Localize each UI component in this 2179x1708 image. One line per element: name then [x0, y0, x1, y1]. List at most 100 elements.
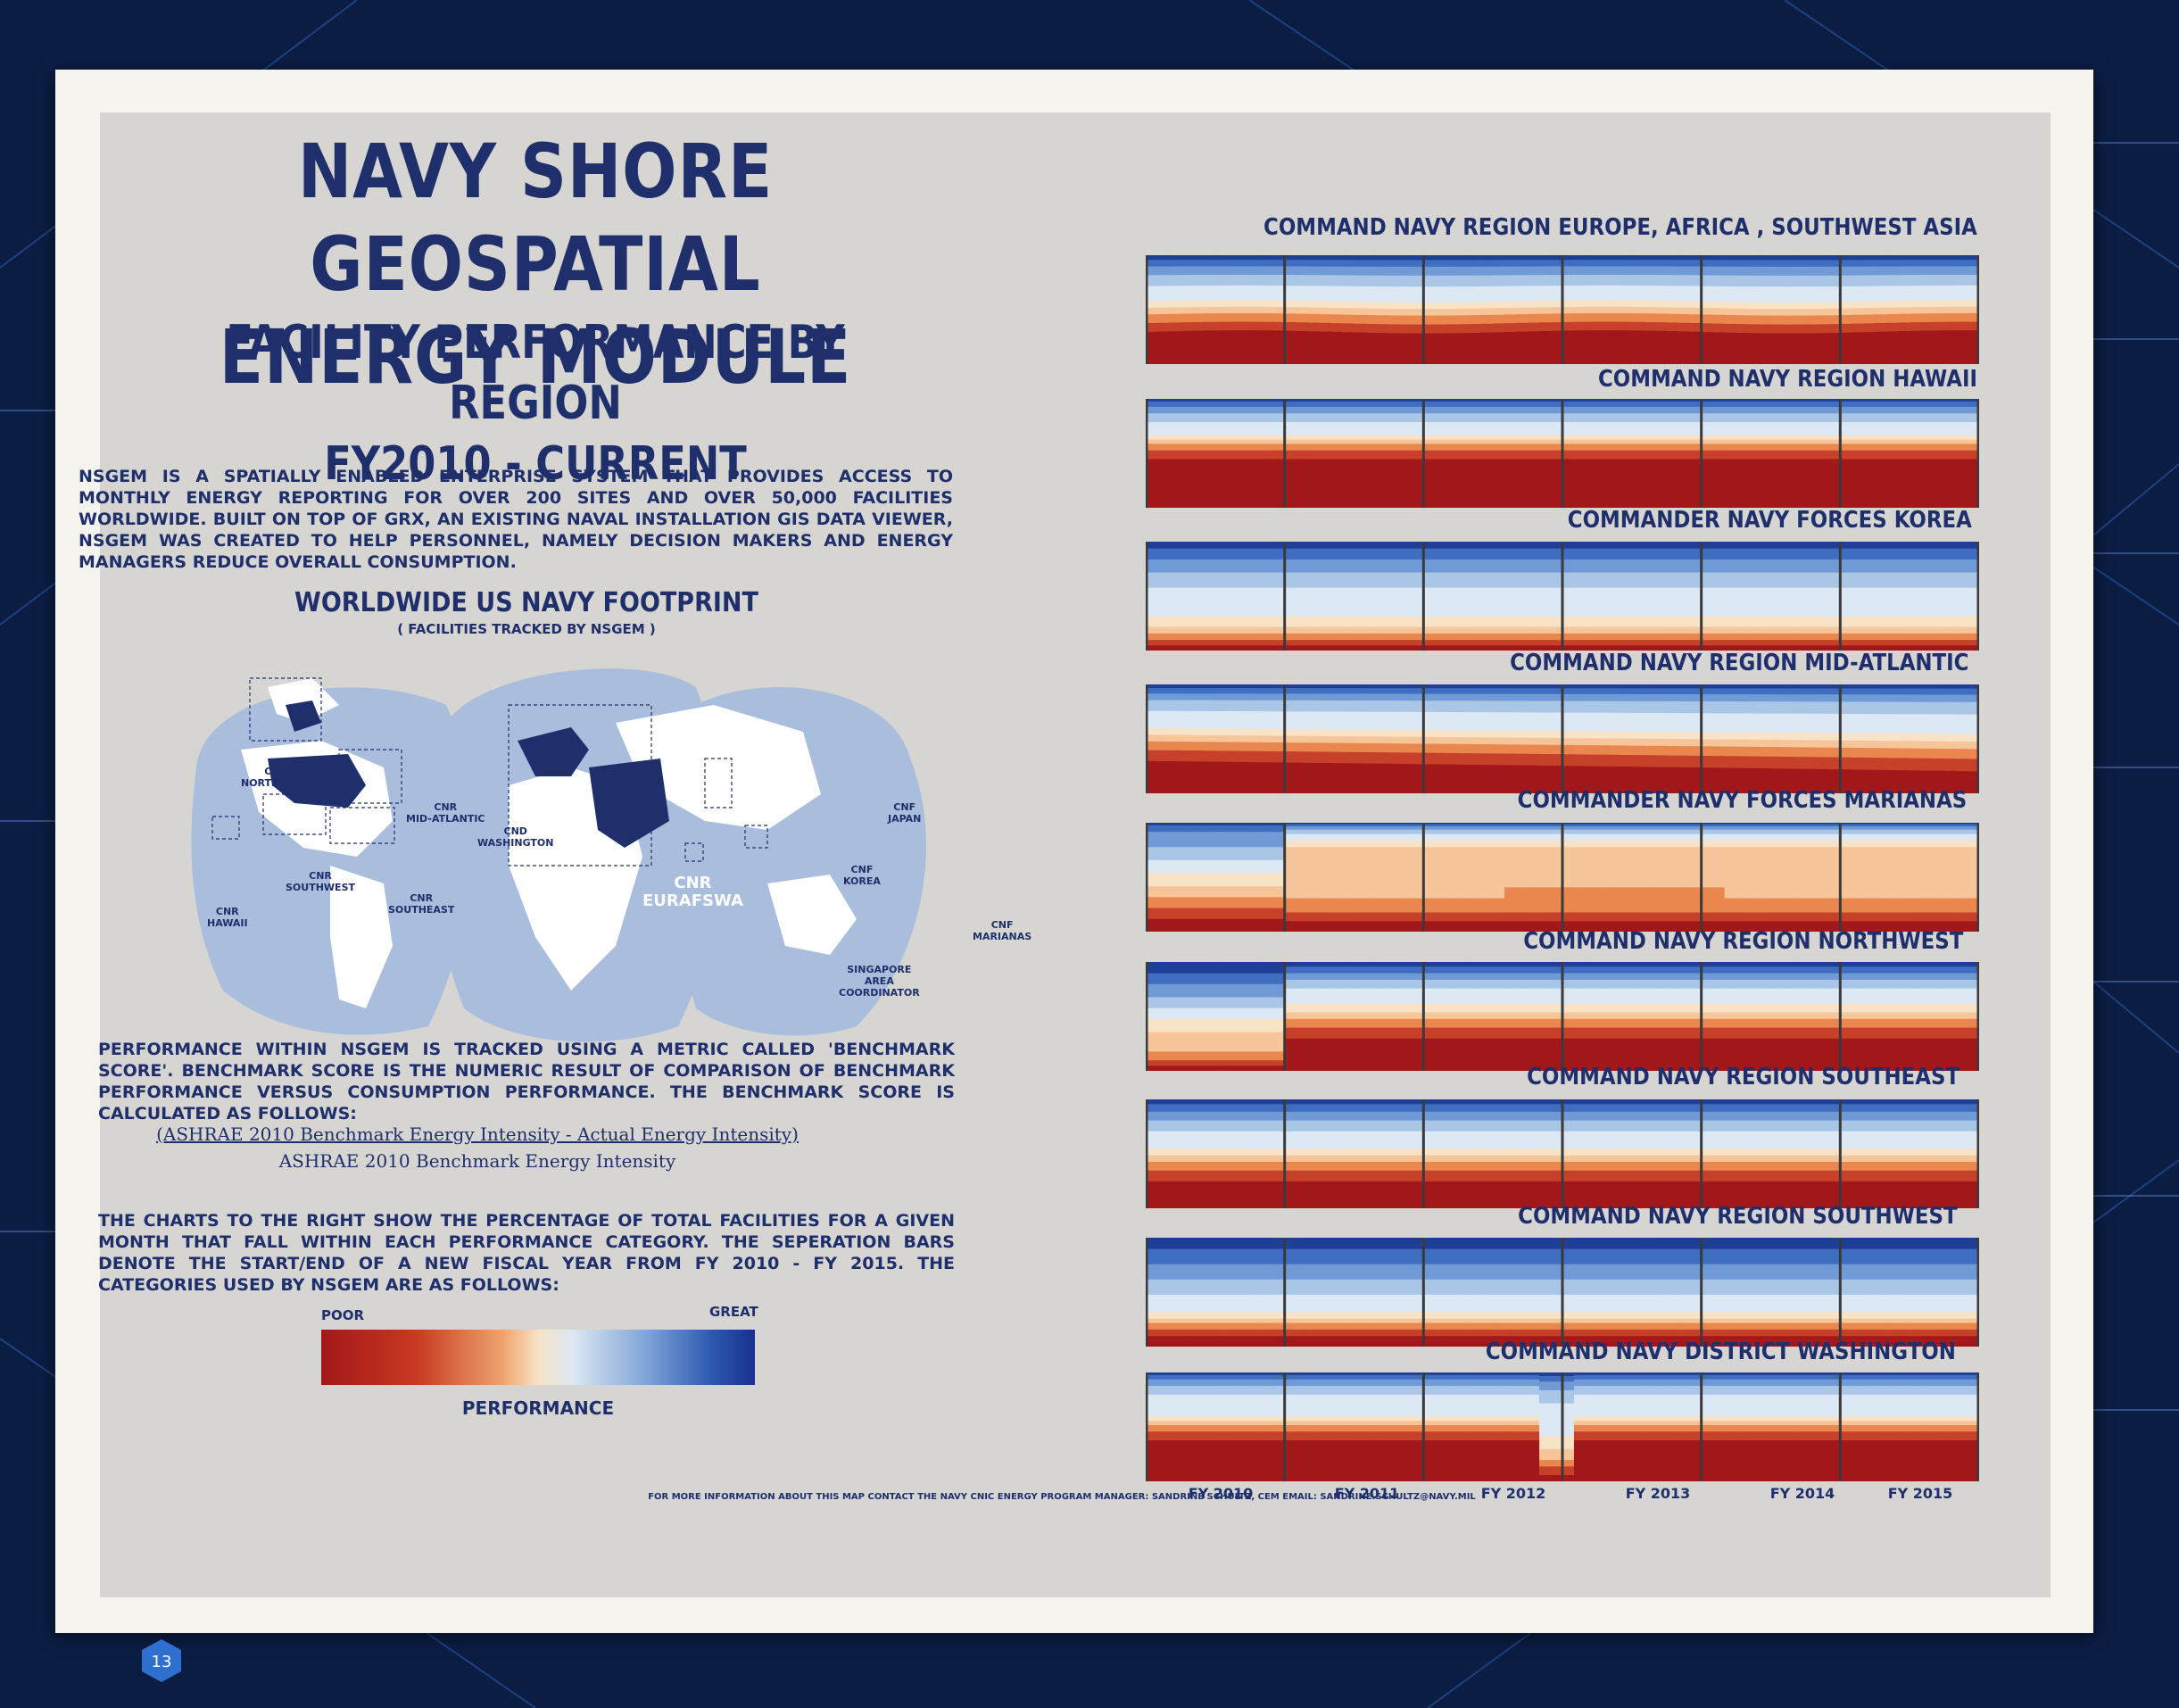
category-band: [1654, 266, 1668, 276]
category-band: [1528, 1111, 1540, 1121]
category-band: [1631, 421, 1645, 435]
category-band: [1724, 406, 1737, 414]
category-band: [1585, 912, 1598, 922]
category-band: [1968, 684, 1979, 689]
category-band: [1354, 1003, 1367, 1013]
category-band: [1319, 255, 1332, 261]
category-band: [1342, 323, 1355, 333]
category-band: [1782, 439, 1795, 444]
category-band: [1296, 421, 1309, 435]
category-band: [1701, 626, 1714, 634]
category-band: [1365, 633, 1379, 641]
category-band: [1782, 823, 1795, 825]
category-band: [1203, 401, 1216, 407]
category-band: [1296, 255, 1309, 261]
category-band: [1608, 265, 1621, 275]
category-band: [1921, 962, 1934, 967]
category-band: [1296, 542, 1309, 549]
category-band: [1643, 266, 1656, 276]
category-band: [1886, 331, 1899, 364]
category-band: [1805, 444, 1818, 451]
category-band: [1516, 1148, 1529, 1156]
category-band: [1319, 307, 1332, 315]
category-band: [1666, 1018, 1679, 1028]
category-band: [1921, 255, 1934, 261]
category-band: [1770, 1018, 1784, 1028]
category-band: [1585, 274, 1598, 286]
category-band: [1249, 412, 1263, 423]
category-band: [1747, 920, 1761, 932]
category-band: [1180, 639, 1193, 646]
category-band: [1156, 1148, 1170, 1156]
category-band: [1701, 633, 1714, 641]
category-band: [1678, 731, 1691, 740]
category-band: [1342, 1027, 1355, 1039]
category-band: [1747, 912, 1761, 922]
category-band: [1562, 1161, 1575, 1171]
category-band: [1226, 983, 1239, 998]
category-band: [1782, 1155, 1795, 1162]
category-band: [1678, 1120, 1691, 1132]
category-band: [1226, 401, 1239, 407]
category-band: [1910, 912, 1922, 922]
category-band: [1782, 435, 1795, 440]
category-band: [1238, 644, 1251, 651]
category-band: [1272, 633, 1286, 641]
category-band: [1852, 823, 1864, 825]
category-band: [1852, 633, 1864, 641]
category-band: [1678, 412, 1691, 423]
category-band: [1562, 306, 1575, 314]
category-band: [1666, 824, 1679, 827]
category-band: [1539, 744, 1552, 754]
category-band: [1284, 300, 1297, 308]
category-band: [1354, 1012, 1367, 1019]
category-band: [1504, 639, 1517, 646]
category-band: [1620, 1131, 1633, 1149]
category-band: [1470, 988, 1482, 1004]
category-band: [1852, 587, 1864, 617]
category-band: [1168, 1051, 1181, 1061]
category-band: [1573, 399, 1587, 402]
category-band: [1470, 401, 1482, 407]
category-band: [1354, 684, 1367, 689]
category-band: [1214, 615, 1228, 627]
category-band: [1712, 840, 1726, 848]
category-band: [1354, 973, 1367, 980]
category-band: [1678, 644, 1691, 651]
category-band: [1724, 259, 1737, 267]
category-band: [1770, 988, 1784, 1004]
category-band: [1284, 1012, 1297, 1019]
category-band: [1875, 639, 1887, 646]
category-band: [1272, 885, 1286, 898]
category-band: [1654, 712, 1668, 733]
category-band: [1933, 329, 1945, 364]
category-band: [1342, 286, 1355, 302]
category-band: [1214, 406, 1228, 414]
category-band: [1666, 833, 1679, 841]
category-band: [1562, 1155, 1575, 1162]
category-band: [1307, 988, 1321, 1004]
category-band: [1620, 962, 1633, 967]
category-band: [1817, 988, 1829, 1004]
category-band: [1736, 829, 1749, 834]
category-band: [1226, 1007, 1239, 1019]
category-band: [1666, 644, 1679, 651]
category-band: [1168, 700, 1181, 711]
category-band: [1956, 701, 1968, 715]
category-band: [1261, 1155, 1274, 1162]
category-band: [1412, 823, 1424, 825]
category-band: [1330, 301, 1344, 309]
category-band: [1354, 1131, 1367, 1149]
category-band: [1828, 713, 1841, 734]
category-band: [1794, 1148, 1807, 1156]
category-band: [1400, 1018, 1413, 1028]
category-band: [1249, 742, 1263, 751]
category-band: [1701, 331, 1714, 364]
category-band: [1238, 401, 1251, 407]
category-band: [1608, 1012, 1621, 1019]
category-band: [1203, 421, 1216, 435]
category-band: [1307, 644, 1321, 651]
category-band: [1701, 421, 1714, 435]
category-band: [1168, 1032, 1181, 1052]
category-band: [1516, 687, 1529, 694]
